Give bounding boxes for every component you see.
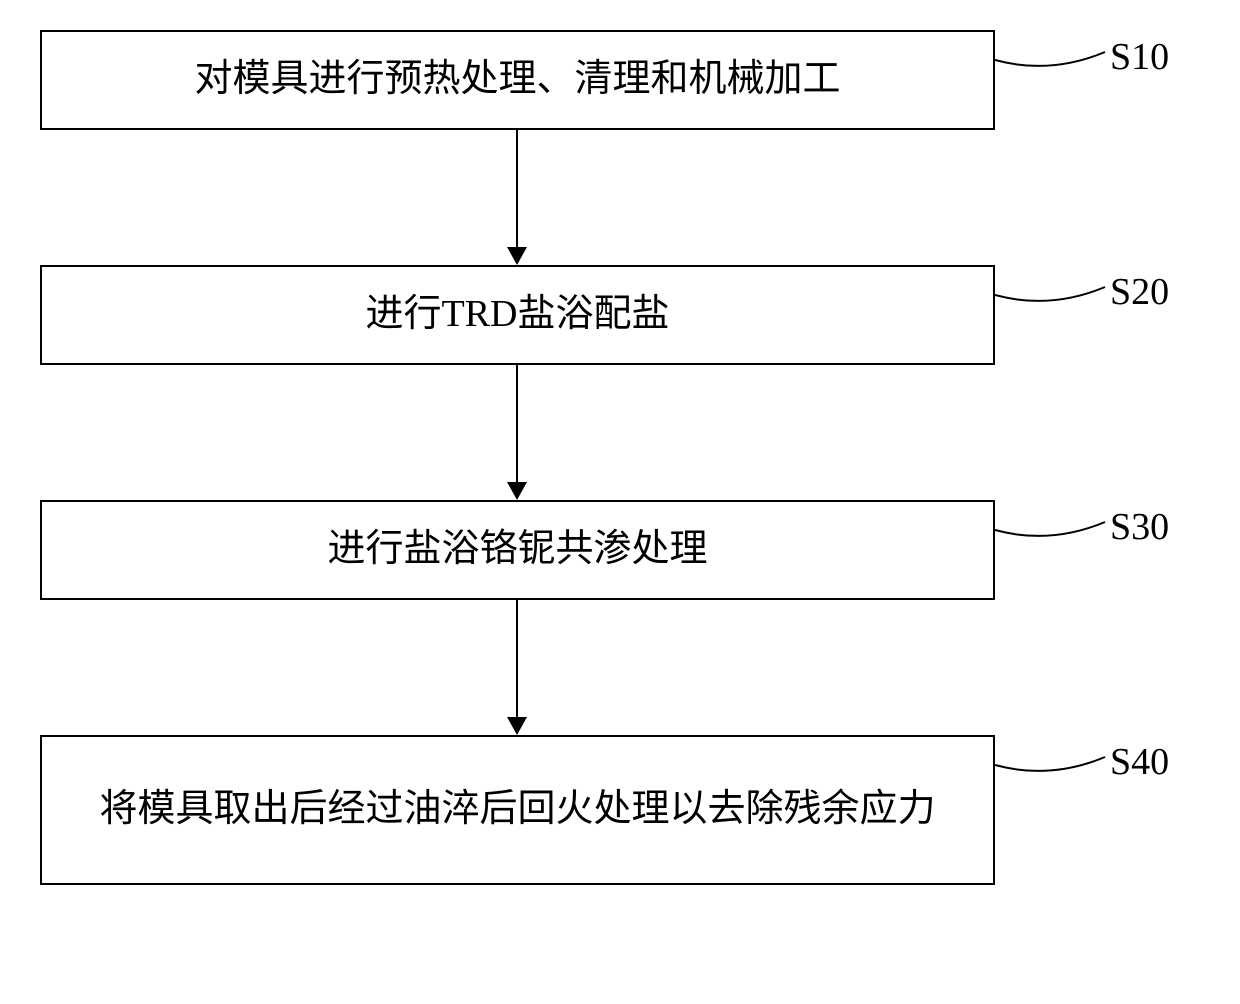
arrow-1 xyxy=(516,130,518,265)
step-text-s40: 将模具取出后经过油淬后回火处理以去除残余应力 xyxy=(99,783,935,836)
curve-s10 xyxy=(995,30,1115,80)
step-box-s10: 对模具进行预热处理、清理和机械加工 xyxy=(40,30,995,130)
step-text-s30: 进行盐浴铬铌共渗处理 xyxy=(327,523,707,576)
step-text-s10: 对模具进行预热处理、清理和机械加工 xyxy=(194,53,840,106)
step-text-s20: 进行TRD盐浴配盐 xyxy=(365,288,669,341)
curve-s40 xyxy=(995,735,1115,785)
arrow-2 xyxy=(516,365,518,500)
step-label-s40: S40 xyxy=(1110,740,1169,784)
curve-s20 xyxy=(995,265,1115,315)
step-box-s30: 进行盐浴铬铌共渗处理 xyxy=(40,500,995,600)
step-label-s30: S30 xyxy=(1110,505,1169,549)
step-box-s40: 将模具取出后经过油淬后回火处理以去除残余应力 xyxy=(40,735,995,885)
curve-s30 xyxy=(995,500,1115,550)
step-label-s20: S20 xyxy=(1110,270,1169,314)
step-box-s20: 进行TRD盐浴配盐 xyxy=(40,265,995,365)
step-label-s10: S10 xyxy=(1110,35,1169,79)
arrow-3 xyxy=(516,600,518,735)
